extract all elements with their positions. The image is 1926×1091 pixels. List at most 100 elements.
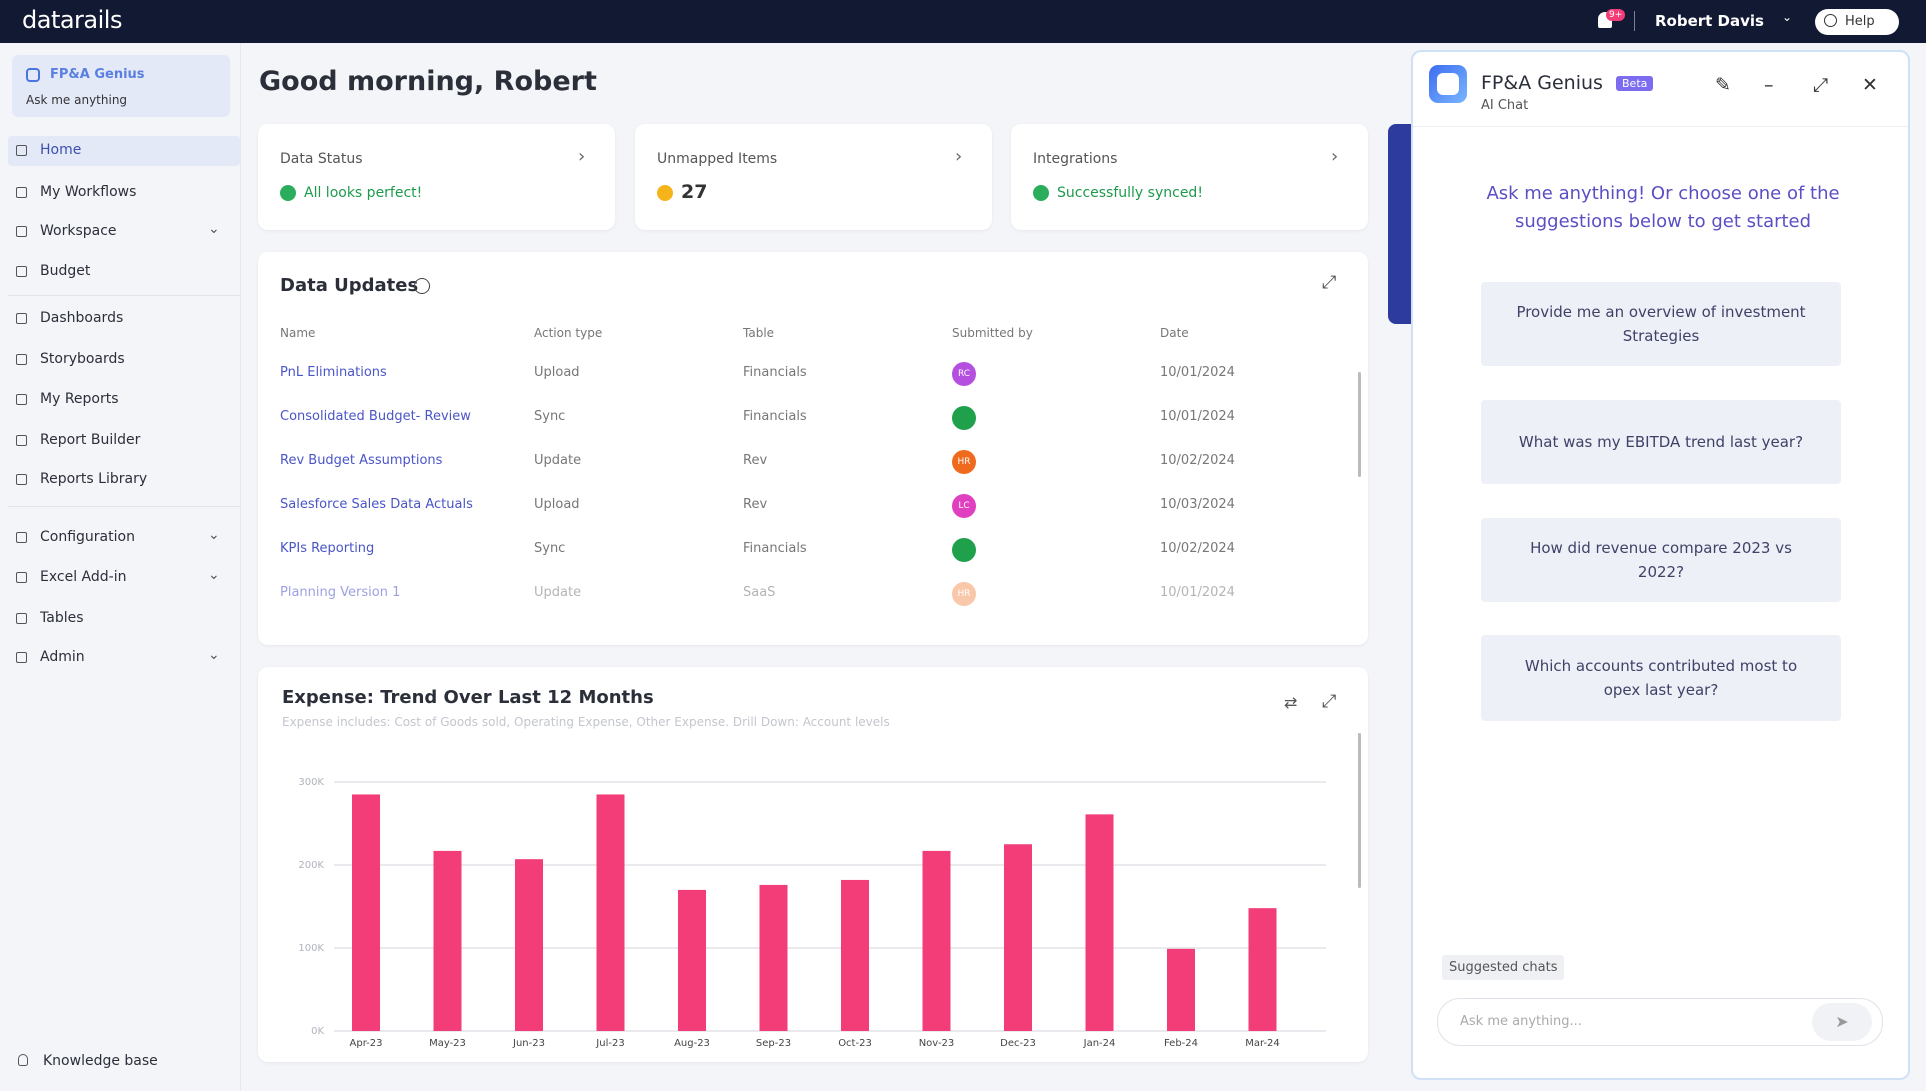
row-action: Update (534, 585, 582, 600)
nav-item[interactable]: Excel Add-in ⌄ (8, 563, 240, 593)
arrow: › (1331, 146, 1339, 167)
status-dot (1033, 185, 1049, 201)
nav-icon (16, 313, 27, 324)
chat-title: FP&A Genius (1481, 72, 1603, 94)
notification-badge[interactable]: 9+ (1606, 9, 1626, 21)
suggestion[interactable]: Which accounts contributed most to opex … (1481, 635, 1841, 721)
y-tick-label: 100K (298, 943, 324, 954)
nav-item[interactable]: Dashboards (8, 304, 240, 334)
info-icon (414, 278, 430, 294)
suggestion[interactable]: How did revenue compare 2023 vs 2022? (1481, 518, 1841, 602)
bar (1085, 814, 1114, 1031)
status-dot (657, 185, 673, 201)
nav-label: Workspace (40, 223, 117, 239)
chat-input[interactable]: Ask me anything... ➤ (1437, 998, 1883, 1046)
suggestion-text: Provide me an overview of investment Str… (1516, 303, 1806, 345)
nav-item[interactable]: Admin ⌄ (8, 643, 240, 673)
chevron: ⌄ (1782, 10, 1793, 24)
row-table: Rev (743, 497, 768, 512)
knowledge-base[interactable]: Knowledge base (43, 1053, 158, 1069)
y-tick-label: 200K (298, 860, 324, 871)
chat-subtitle: AI Chat (1481, 98, 1529, 113)
x-tick-label: Jun-23 (512, 1038, 545, 1049)
status-card[interactable]: Unmapped Items › 27 (635, 124, 992, 230)
genius-icon (26, 68, 40, 82)
column-header: Name (280, 326, 316, 340)
suggestion-text: What was my EBITDA trend last year? (1518, 433, 1804, 451)
nav-icon (16, 266, 27, 277)
x-tick-label: Aug-23 (674, 1038, 710, 1049)
nav-chevron: ⌄ (208, 221, 220, 237)
data-updates-card: Data Updates ⤢ Name Action type Table Submitt… (258, 252, 1368, 645)
suggestion[interactable]: Provide me an overview of investment Str… (1481, 282, 1841, 366)
nav-item[interactable]: Reports Library (8, 465, 240, 495)
nav-item[interactable]: Report Builder (8, 426, 240, 456)
nav-item[interactable]: Tables (8, 604, 240, 634)
genius-card[interactable]: FP&A Genius Ask me anything (12, 55, 230, 117)
column-header: Table (743, 326, 775, 340)
nav-icon (16, 435, 27, 446)
chat-control[interactable]: – (1764, 74, 1774, 96)
user-menu[interactable]: Robert Davis (1655, 12, 1764, 30)
suggestion[interactable]: What was my EBITDA trend last year? (1481, 400, 1841, 484)
top-bar: datarails 9+ Robert Davis ⌄ Help (0, 0, 1926, 43)
nav-item[interactable]: Home (8, 136, 240, 166)
row-name[interactable]: Salesforce Sales Data Actuals (280, 497, 473, 512)
bar (922, 850, 951, 1031)
genius-subtitle: Ask me anything (26, 93, 128, 107)
x-tick-label: Mar-24 (1245, 1038, 1280, 1049)
expand-icon[interactable]: ⤢ (1322, 272, 1337, 293)
suggested-chats[interactable]: Suggested chats (1442, 955, 1565, 980)
row-date: 10/01/2024 (1160, 409, 1235, 424)
status-card[interactable]: Integrations › Successfully synced! (1011, 124, 1368, 230)
arrow: › (955, 146, 963, 167)
column-header: Action type (534, 326, 603, 340)
row-date: 10/03/2024 (1160, 497, 1235, 512)
status-dot (280, 185, 296, 201)
help-button[interactable]: Help (1815, 9, 1899, 35)
scrollbar (1358, 372, 1361, 477)
nav-label: Excel Add-in (40, 569, 127, 585)
x-tick-label: Apr-23 (350, 1038, 383, 1049)
expand-icon[interactable]: ⤢ (1322, 691, 1337, 712)
nav-item[interactable]: Storyboards (8, 345, 240, 375)
x-tick-label: May-23 (429, 1038, 466, 1049)
bar (1004, 844, 1032, 1031)
row-name[interactable]: Planning Version 1 (280, 585, 401, 600)
x-tick-label: Jul-23 (595, 1038, 624, 1049)
nav-item[interactable]: My Reports (8, 385, 240, 415)
avatar (952, 406, 976, 430)
nav-label: My Workflows (40, 184, 137, 200)
chat-control[interactable]: ✎ (1715, 74, 1731, 96)
row-name[interactable]: PnL Eliminations (280, 365, 387, 380)
avatar: RC (952, 362, 976, 386)
chat-control[interactable]: ⤢ (1813, 74, 1829, 96)
card-title: Data Updates (280, 275, 419, 296)
nav-item[interactable]: My Workflows (8, 178, 240, 208)
nav-label: Home (40, 142, 82, 158)
nav-item[interactable]: Budget (8, 257, 240, 287)
suggestion-text: Which accounts contributed most to opex … (1524, 657, 1798, 699)
status-card[interactable]: Data Status › All looks perfect! (258, 124, 615, 230)
genius-title: FP&A Genius (50, 67, 145, 82)
row-action: Update (534, 453, 582, 468)
bar (1248, 908, 1277, 1031)
avatar: HR (952, 582, 976, 606)
status-value: Successfully synced! (1057, 185, 1203, 201)
row-name[interactable]: KPIs Reporting (280, 541, 375, 556)
swap-icon[interactable]: ⇄ (1284, 693, 1298, 712)
divider (1634, 11, 1635, 31)
nav-chevron: ⌄ (208, 527, 220, 543)
send-button[interactable]: ➤ (1812, 1003, 1872, 1041)
status-value: All looks perfect! (304, 185, 423, 201)
chat-control[interactable]: ✕ (1862, 74, 1878, 96)
help-icon (1824, 14, 1837, 27)
divider (8, 506, 240, 507)
row-name[interactable]: Consolidated Budget- Review (280, 409, 471, 424)
row-date: 10/02/2024 (1160, 453, 1235, 468)
nav-item[interactable]: Workspace ⌄ (8, 217, 240, 247)
nav-chevron: ⌄ (208, 647, 220, 663)
nav-item[interactable]: Configuration ⌄ (8, 523, 240, 553)
row-name[interactable]: Rev Budget Assumptions (280, 453, 443, 468)
